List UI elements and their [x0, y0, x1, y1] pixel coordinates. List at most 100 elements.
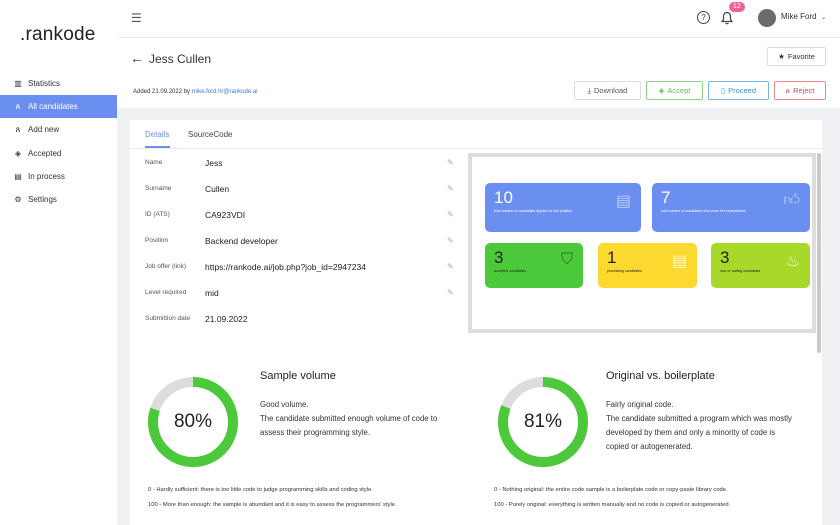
field-value: 21.09.2022 [205, 314, 248, 324]
pencil-icon[interactable]: ✎ [447, 262, 454, 271]
shield-check-icon: ◈ [14, 149, 22, 158]
tab-underline [145, 146, 170, 148]
sidebar-item-statistics[interactable]: ▥ Statistics [0, 72, 117, 95]
stat-number: 3 [494, 248, 504, 267]
metric-note-100: 100 - Purely original: everything is wri… [494, 502, 731, 508]
added-by-link[interactable]: mike.ford.hr@rankode.ai [191, 89, 258, 95]
divider [130, 148, 822, 149]
gear-icon: ⚙ [14, 195, 22, 204]
label: Add new [28, 125, 60, 134]
donut-label: 80% [173, 411, 213, 432]
notification-badge: 12 [729, 2, 745, 12]
metric-text: The candidate submitted a program which … [606, 414, 792, 451]
label: All candidates [28, 102, 78, 111]
field-value: Cullen [205, 184, 230, 194]
user-menu[interactable]: Mike Ford ⌄ [781, 12, 826, 21]
document-icon: ▯ [720, 86, 726, 95]
field-label: Position [145, 237, 169, 244]
label: Statistics [28, 79, 61, 88]
field-label: Surname [145, 185, 172, 192]
star-icon: ★ [778, 52, 785, 61]
stat-card-new: 3 new or waiting candidates ♨ [711, 243, 810, 288]
pencil-icon[interactable]: ✎ [447, 158, 454, 167]
stat-card-processing: 1 processing candidates ▤ [598, 243, 697, 288]
field-value: https://rankode.ai/job.php?job_id=294723… [205, 262, 366, 272]
donut-fill [148, 377, 238, 467]
sidebar-item-settings[interactable]: ⚙ Settings [0, 188, 117, 211]
label: Accepted [28, 149, 62, 158]
sidebar-item-accepted[interactable]: ◈ Accepted [0, 142, 117, 165]
avatar[interactable] [758, 9, 776, 27]
stat-card-accepted: 3 accepted candidates ⛉ [485, 243, 583, 288]
donut-fill [498, 377, 588, 467]
download-button[interactable]: ⤓ Download [574, 81, 641, 100]
sidebar-item-add-new[interactable]: ጰ Add new [0, 118, 117, 141]
field-label: Submittion date [145, 315, 191, 322]
pencil-icon[interactable]: ✎ [447, 210, 454, 219]
label: In process [28, 172, 65, 181]
user-name: Mike Ford [781, 12, 817, 21]
field-value: CA923VDI [205, 210, 246, 220]
favorite-button[interactable]: ★ Favorite [767, 47, 826, 66]
page-header: ← Jess Cullen Added 21.09.2022 by mike.f… [117, 38, 840, 108]
bell-icon[interactable] [721, 11, 733, 25]
stat-desc: total number of candidates who cover the… [661, 209, 746, 213]
field-value: Jess [205, 158, 223, 168]
stat-number: 10 [494, 188, 513, 207]
chevron-down-icon: ⌄ [820, 13, 827, 21]
shield-check-icon: ⛉ [560, 251, 573, 268]
user-x-icon: ጰ [785, 85, 791, 95]
label: Reject [793, 86, 815, 95]
bar-chart-icon: ▥ [14, 79, 22, 88]
metric-note-0: 0 - Nothing original: the entire code sa… [494, 487, 728, 493]
stat-desc: accepted candidates [494, 269, 527, 273]
stat-desc: processing candidates [607, 269, 642, 273]
field-value: Backend developer [205, 236, 278, 246]
metric-text: The candidate submitted enough volume of… [260, 414, 438, 437]
field-label: Name [145, 159, 163, 166]
tab-sourcecode[interactable]: SourceCode [188, 130, 233, 139]
tab-details[interactable]: Details [145, 130, 170, 139]
accept-button[interactable]: ◈ Accept [646, 81, 703, 100]
logo: .rankode [20, 24, 96, 45]
stat-desc: new or waiting candidates [720, 269, 761, 273]
flame-icon: ♨ [785, 253, 800, 270]
sidebar-item-all-candidates[interactable]: ጰ All candidates [0, 95, 117, 118]
resume-icon: ▤ [615, 193, 631, 210]
stat-card-total: 10 total number of candidates applied for… [485, 183, 641, 232]
metric-title: Original vs. boilerplate [606, 370, 715, 382]
stat-number: 1 [607, 248, 617, 267]
topbar: ☰ ? 12 Mike Ford ⌄ [117, 0, 840, 38]
field-label: ID (ATS) [145, 211, 170, 218]
menu-collapse-icon[interactable]: ☰ [131, 11, 142, 25]
metric-note-100: 100 - More than enough: the sample is ab… [148, 502, 397, 508]
metric-title: Sample volume [260, 370, 336, 382]
users-icon: ጰ [15, 101, 21, 111]
metric-summary: Fairly original code. [606, 400, 674, 409]
stats-panel: 10 total number of candidates applied for… [468, 153, 816, 333]
pencil-icon[interactable]: ✎ [447, 184, 454, 193]
field-value: mid [205, 288, 219, 298]
sidebar-item-in-process[interactable]: ▤ In process [0, 165, 117, 188]
help-icon[interactable]: ? [697, 11, 710, 24]
label: Proceed [728, 86, 757, 95]
pencil-icon[interactable]: ✎ [447, 236, 454, 245]
donut-chart [148, 377, 238, 467]
user-plus-icon: ጰ [15, 124, 21, 134]
proceed-button[interactable]: ▯ Proceed [708, 81, 769, 100]
back-arrow-icon[interactable]: ← [130, 50, 144, 66]
metric-summary: Good volume. [260, 400, 309, 409]
donut-chart [498, 377, 588, 467]
scrollbar[interactable] [817, 153, 821, 353]
label: Accept [667, 86, 691, 95]
label: Settings [28, 195, 57, 204]
shield-check-icon: ◈ [658, 86, 665, 95]
download-icon: ⤓ [587, 85, 591, 95]
page-title: Jess Cullen [149, 52, 212, 66]
stat-number: 3 [720, 248, 730, 267]
document-icon: ▤ [14, 172, 22, 181]
thumbs-up-icon: 👍︎ [783, 192, 800, 209]
reject-button[interactable]: ጰ Reject [774, 81, 826, 100]
sidebar: .rankode ▥ Statistics ጰ All candidates ጰ Ad… [0, 0, 117, 525]
pencil-icon[interactable]: ✎ [447, 288, 454, 297]
